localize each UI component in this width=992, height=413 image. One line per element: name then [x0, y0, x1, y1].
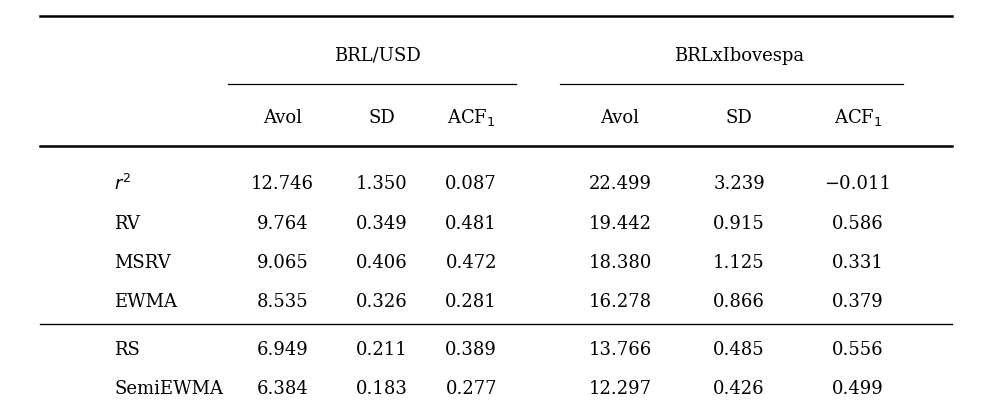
Text: RV: RV — [114, 214, 140, 232]
Text: MSRV: MSRV — [114, 253, 171, 271]
Text: 0.389: 0.389 — [445, 340, 497, 358]
Text: 6.949: 6.949 — [257, 340, 309, 358]
Text: ACF$_1$: ACF$_1$ — [834, 107, 882, 128]
Text: 3.239: 3.239 — [713, 175, 765, 193]
Text: 19.442: 19.442 — [588, 214, 652, 232]
Text: Avol: Avol — [263, 109, 303, 127]
Text: 0.485: 0.485 — [713, 340, 765, 358]
Text: Avol: Avol — [600, 109, 640, 127]
Text: 13.766: 13.766 — [588, 340, 652, 358]
Text: 0.331: 0.331 — [832, 253, 884, 271]
Text: BRLxIbovespa: BRLxIbovespa — [674, 47, 805, 65]
Text: 12.746: 12.746 — [251, 175, 314, 193]
Text: 0.499: 0.499 — [832, 379, 884, 397]
Text: 0.915: 0.915 — [713, 214, 765, 232]
Text: EWMA: EWMA — [114, 292, 178, 311]
Text: ACF$_1$: ACF$_1$ — [447, 107, 495, 128]
Text: 0.087: 0.087 — [445, 175, 497, 193]
Text: 22.499: 22.499 — [588, 175, 652, 193]
Text: 0.349: 0.349 — [356, 214, 408, 232]
Text: 12.297: 12.297 — [588, 379, 652, 397]
Text: 9.764: 9.764 — [257, 214, 309, 232]
Text: 8.535: 8.535 — [257, 292, 309, 311]
Text: RS: RS — [114, 340, 140, 358]
Text: 1.125: 1.125 — [713, 253, 765, 271]
Text: 0.866: 0.866 — [713, 292, 765, 311]
Text: 0.472: 0.472 — [445, 253, 497, 271]
Text: 0.426: 0.426 — [713, 379, 765, 397]
Text: 0.481: 0.481 — [445, 214, 497, 232]
Text: SD: SD — [369, 109, 395, 127]
Text: 0.277: 0.277 — [445, 379, 497, 397]
Text: 0.326: 0.326 — [356, 292, 408, 311]
Text: 18.380: 18.380 — [588, 253, 652, 271]
Text: 0.556: 0.556 — [832, 340, 884, 358]
Text: SemiEWMA: SemiEWMA — [114, 379, 223, 397]
Text: −0.011: −0.011 — [824, 175, 892, 193]
Text: 16.278: 16.278 — [588, 292, 652, 311]
Text: 6.384: 6.384 — [257, 379, 309, 397]
Text: $r^2$: $r^2$ — [114, 174, 131, 194]
Text: BRL/USD: BRL/USD — [333, 47, 421, 65]
Text: 0.586: 0.586 — [832, 214, 884, 232]
Text: 0.211: 0.211 — [356, 340, 408, 358]
Text: SD: SD — [726, 109, 752, 127]
Text: 0.406: 0.406 — [356, 253, 408, 271]
Text: 0.379: 0.379 — [832, 292, 884, 311]
Text: 0.281: 0.281 — [445, 292, 497, 311]
Text: 0.183: 0.183 — [356, 379, 408, 397]
Text: 1.350: 1.350 — [356, 175, 408, 193]
Text: 9.065: 9.065 — [257, 253, 309, 271]
